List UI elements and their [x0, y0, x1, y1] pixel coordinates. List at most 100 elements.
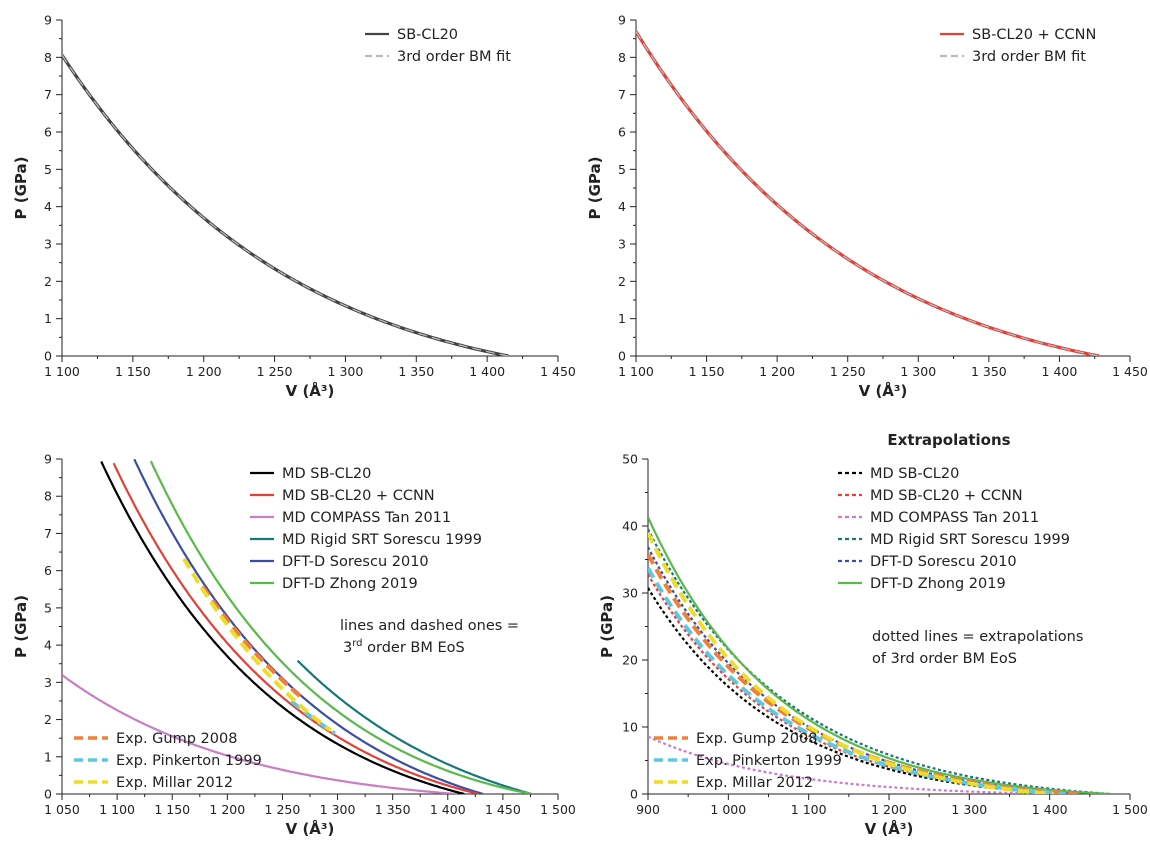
x-tick-label: 1 150	[154, 802, 190, 817]
x-tick-label: 1 100	[44, 364, 80, 379]
x-axis-label: V (Å³)	[859, 381, 908, 400]
y-tick-label: 0	[630, 787, 638, 802]
panel-title: Extrapolations	[887, 431, 1010, 449]
y-tick-label: 0	[44, 787, 52, 802]
series-line	[296, 659, 533, 794]
x-tick-label: 1 300	[328, 364, 364, 379]
series-line	[62, 54, 509, 356]
y-tick-label: 6	[44, 563, 52, 578]
y-tick-label: 4	[618, 199, 626, 214]
y-tick-label: 9	[44, 13, 52, 28]
x-tick-label: 1 250	[265, 802, 301, 817]
x-tick-label: 1 200	[871, 802, 907, 817]
annotation-text: 3rd order BM EoS	[343, 638, 465, 656]
x-tick-label: 1 400	[469, 364, 505, 379]
series-line	[648, 587, 1062, 794]
y-tick-label: 40	[622, 519, 638, 534]
series-line	[636, 31, 1100, 356]
plot-area	[648, 516, 1111, 794]
x-tick-label: 1 100	[791, 802, 827, 817]
y-axis-label: P (GPa)	[586, 157, 604, 220]
y-axis-label: P (GPa)	[598, 595, 616, 658]
plot-area	[62, 459, 533, 794]
annotation-text: of 3rd order BM EoS	[872, 651, 1017, 667]
y-tick-label: 20	[622, 653, 638, 668]
y-tick-label: 2	[44, 274, 52, 289]
y-tick-label: 7	[44, 526, 52, 541]
y-tick-label: 30	[622, 586, 638, 601]
y-tick-label: 3	[618, 237, 626, 252]
x-tick-label: 1 200	[759, 364, 795, 379]
series-line	[100, 461, 465, 794]
series-line	[648, 531, 1054, 794]
legend-entry-label: MD Rigid SRT Sorescu 1999	[870, 532, 1070, 548]
legend-exp-entry-label: Exp. Pinkerton 1999	[696, 753, 842, 769]
y-tick-label: 5	[618, 162, 626, 177]
legend-entry-label: DFT-D Zhong 2019	[870, 576, 1006, 592]
x-tick-label: 1 150	[689, 364, 725, 379]
series-line	[200, 585, 306, 701]
x-tick-label: 1 500	[1112, 802, 1148, 817]
x-tick-label: 1 350	[971, 364, 1007, 379]
series-line	[62, 54, 509, 356]
x-tick-label: 1 450	[485, 802, 521, 817]
x-tick-label: 1 400	[1042, 364, 1078, 379]
panel-tl: 1 100 1 150 1 200 1 250 1 300 1 350 1 400 1 450…	[12, 13, 576, 401]
legend-entry-label: MD COMPASS Tan 2011	[870, 510, 1039, 526]
x-tick-label: 1 250	[257, 364, 293, 379]
x-tick-label: 1 500	[540, 802, 576, 817]
x-tick-label: 1 300	[951, 802, 987, 817]
y-tick-label: 5	[44, 600, 52, 615]
legend-entry-label: SB-CL20	[397, 27, 458, 43]
series-line	[648, 735, 1057, 794]
legend-exp-entry-label: Exp. Millar 2012	[696, 775, 813, 791]
y-tick-label: 5	[44, 162, 52, 177]
y-tick-label: 8	[44, 50, 52, 65]
x-axis-label: V (Å³)	[286, 819, 335, 838]
y-tick-label: 8	[618, 50, 626, 65]
y-axis-label: P (GPa)	[12, 595, 30, 658]
y-tick-label: 7	[44, 87, 52, 102]
legend-exp-entry-label: Exp. Gump 2008	[696, 731, 817, 747]
series-line	[62, 674, 457, 794]
y-tick-label: 1	[618, 311, 626, 326]
x-tick-label: 1 450	[1112, 364, 1148, 379]
plot-area	[636, 30, 1100, 356]
series-line	[648, 567, 1066, 794]
y-tick-label: 10	[622, 720, 638, 735]
annotation-text: dotted lines = extrapolations	[872, 629, 1083, 645]
annotation-text: lines and dashed ones =	[340, 618, 519, 634]
x-tick-label: 1 300	[900, 364, 936, 379]
legend-exp-entry-label: Exp. Millar 2012	[116, 775, 233, 791]
legend-entry-label: MD SB-CL20 + CCNN	[870, 488, 1023, 504]
x-tick-label: 1 300	[320, 802, 356, 817]
y-tick-label: 4	[44, 199, 52, 214]
y-tick-label: 2	[618, 274, 626, 289]
x-tick-label: 1 400	[1032, 802, 1068, 817]
y-tick-label: 7	[618, 87, 626, 102]
panel-tr: 1 100 1 150 1 200 1 250 1 300 1 350 1 400 1 450…	[586, 13, 1148, 401]
y-tick-label: 2	[44, 712, 52, 727]
y-tick-label: 0	[44, 349, 52, 364]
y-tick-label: 50	[622, 452, 638, 467]
y-tick-label: 6	[44, 125, 52, 140]
legend-entry-label: MD Rigid SRT Sorescu 1999	[282, 532, 482, 548]
x-tick-label: 1 150	[115, 364, 151, 379]
series-line	[149, 460, 533, 794]
legend-entry-label: SB-CL20 + CCNN	[972, 27, 1096, 43]
series-line	[182, 557, 332, 733]
x-tick-label: 1 250	[830, 364, 866, 379]
legend-entry-label: DFT-D Sorescu 2010	[870, 554, 1017, 570]
y-tick-label: 6	[618, 125, 626, 140]
series-line	[112, 462, 479, 794]
legend-entry-label: MD SB-CL20	[870, 466, 959, 482]
y-axis-label: P (GPa)	[12, 157, 30, 220]
legend-entry-label: 3rd order BM fit	[972, 49, 1086, 65]
x-tick-label: 1 050	[44, 802, 80, 817]
legend-entry-label: 3rd order BM fit	[397, 49, 511, 65]
x-tick-label: 1 450	[540, 364, 576, 379]
legend-exp-entry-label: Exp. Pinkerton 1999	[116, 753, 262, 769]
x-tick-label: 1 400	[430, 802, 466, 817]
legend-entry-label: DFT-D Zhong 2019	[282, 576, 418, 592]
